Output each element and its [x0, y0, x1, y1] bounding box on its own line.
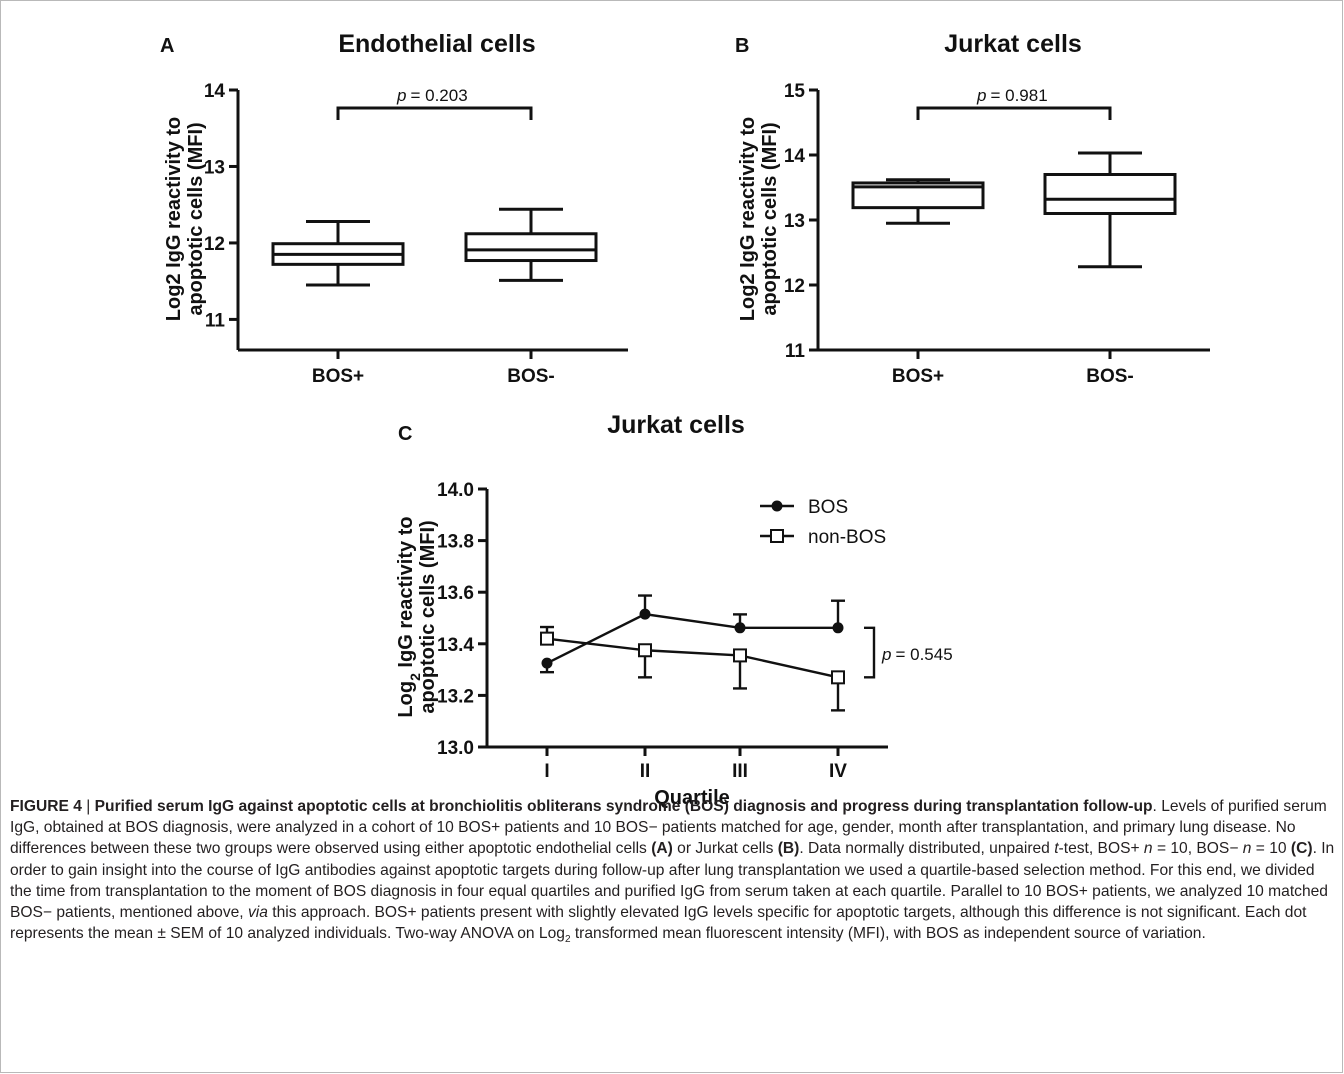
- data-point-bos: [639, 608, 651, 620]
- legend-label: BOS: [808, 497, 848, 518]
- y-tick-label: 13.8: [437, 532, 474, 553]
- data-point-bos: [734, 622, 746, 634]
- x-tick-label: BOS-: [1086, 366, 1134, 387]
- panel-a-box-plot: A Endothelial cells Log2 IgG reactivity …: [160, 30, 628, 387]
- series-line-bos: [546, 612, 838, 665]
- data-point-non-bos: [831, 670, 845, 685]
- data-point-non-bos: [733, 648, 747, 663]
- panel-c-ylabel-line1: Log2 IgG reactivity to: [395, 516, 423, 717]
- legend-marker-non-bos: [770, 529, 784, 543]
- x-tick-label: BOS+: [892, 366, 944, 387]
- panel-c-p-value: p = 0.545: [881, 645, 953, 664]
- y-tick-label: 15: [784, 81, 806, 102]
- significance-bracket: [336, 106, 533, 120]
- panel-b-p-value: p = 0.981: [976, 86, 1048, 105]
- x-tick-label: III: [732, 761, 748, 782]
- box-iqr: [1043, 173, 1177, 215]
- panel-c-letter: C: [398, 423, 412, 445]
- y-tick-label: 11: [785, 341, 806, 362]
- x-tick-label: II: [640, 761, 651, 782]
- panel-c-title: Jurkat cells: [607, 411, 745, 439]
- caption-ref-b: (B): [777, 840, 800, 858]
- caption-title: Purified serum IgG against apoptotic cel…: [94, 798, 1153, 815]
- legend-label: non-BOS: [808, 527, 886, 548]
- legend-marker-bos: [771, 500, 783, 512]
- panel-a-ylabel-line2: apoptotic cells (MFI): [185, 122, 207, 315]
- panel-c-line-plot: C Jurkat cells Log2 IgG reactivity to ap…: [395, 411, 953, 809]
- x-tick-label: IV: [829, 761, 847, 782]
- data-point-non-bos: [540, 631, 554, 646]
- panel-b-ylabel-line1: Log2 IgG reactivity to: [737, 117, 759, 321]
- x-tick-label: BOS+: [312, 366, 364, 387]
- caption-text: . In order to gain insight into the cour…: [10, 840, 1335, 922]
- figure-caption: FIGURE 4 | Purified serum IgG against ap…: [10, 796, 1340, 951]
- y-tick-label: 11: [205, 310, 226, 331]
- caption-separator: |: [81, 798, 95, 815]
- caption-text: . Data normally distributed, unpaired: [799, 840, 1055, 858]
- caption-text: or Jurkat cells: [672, 840, 778, 858]
- panel-b-ylabel-line2: apoptotic cells (MFI): [759, 122, 781, 315]
- panel-a-p-value: p = 0.203: [396, 86, 468, 105]
- panel-b-letter: B: [735, 35, 749, 57]
- y-tick-label: 12: [784, 276, 805, 297]
- panel-a-ylabel-line1: Log2 IgG reactivity to: [163, 117, 185, 321]
- data-point-bos: [541, 657, 553, 669]
- caption-text: transformed mean fluorescent intensity (…: [570, 925, 1206, 943]
- panel-b-title: Jurkat cells: [944, 30, 1082, 58]
- panel-c-ylabel-line2: apoptotic cells (MFI): [417, 520, 439, 713]
- significance-bracket: [864, 626, 876, 679]
- caption-ref-c: (C): [1290, 840, 1313, 858]
- significance-bracket: [916, 106, 1112, 120]
- caption-text: -test, BOS+: [1058, 840, 1144, 858]
- y-tick-label: 13.6: [437, 583, 474, 604]
- data-point-non-bos: [638, 643, 652, 658]
- y-tick-label: 12: [204, 234, 225, 255]
- caption-figure-label: FIGURE 4: [10, 798, 82, 815]
- y-tick-label: 13.2: [437, 686, 474, 707]
- caption-italic-n: n: [1242, 840, 1252, 858]
- y-tick-label: 13: [204, 157, 225, 178]
- y-tick-label: 14: [784, 146, 806, 167]
- panel-c-xlabel: Quartile: [654, 787, 730, 809]
- y-tick-label: 13.4: [437, 635, 474, 656]
- caption-text: . Levels of purified serum IgG, obtained…: [10, 798, 1327, 858]
- caption-text: this approach. BOS+ patients present wit…: [10, 904, 1307, 943]
- caption-subscript: 2: [564, 934, 571, 946]
- caption-italic-t: t: [1054, 840, 1059, 858]
- y-tick-label: 13.0: [437, 738, 474, 759]
- caption-italic-via: via: [247, 904, 268, 922]
- caption-text: = 10: [1251, 840, 1291, 858]
- caption-text: = 10, BOS−: [1152, 840, 1243, 858]
- x-tick-label: I: [544, 761, 549, 782]
- y-tick-label: 13: [784, 211, 805, 232]
- y-tick-label: 14.0: [437, 480, 474, 501]
- panel-a-letter: A: [160, 35, 174, 57]
- caption-italic-n: n: [1143, 840, 1153, 858]
- panel-b-box-plot: B Jurkat cells Log2 IgG reactivity to ap…: [735, 30, 1210, 387]
- caption-ref-a: (A): [651, 840, 673, 858]
- panel-a-title: Endothelial cells: [338, 30, 535, 58]
- x-tick-label: BOS-: [507, 366, 555, 387]
- series-line-non-bos: [546, 637, 839, 679]
- y-tick-label: 14: [204, 81, 226, 102]
- data-point-bos: [832, 622, 844, 634]
- box-iqr: [464, 232, 598, 263]
